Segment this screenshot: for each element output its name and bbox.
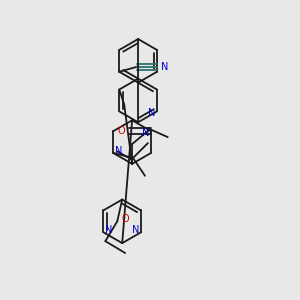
Text: N: N [142,128,150,138]
Text: N: N [105,225,112,235]
Text: N: N [132,225,140,235]
Text: O: O [122,214,129,224]
Text: N: N [115,146,122,156]
Text: N: N [148,108,156,118]
Text: O: O [118,126,125,136]
Text: N: N [161,62,169,72]
